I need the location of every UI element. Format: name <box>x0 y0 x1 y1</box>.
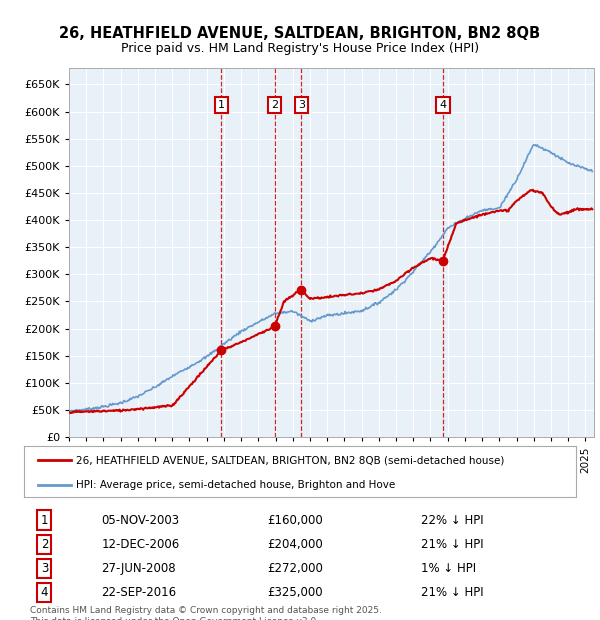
Text: 2: 2 <box>271 100 278 110</box>
Text: 4: 4 <box>41 586 48 599</box>
Text: 2: 2 <box>41 538 48 551</box>
Text: £204,000: £204,000 <box>267 538 323 551</box>
Text: 12-DEC-2006: 12-DEC-2006 <box>101 538 179 551</box>
Text: 27-JUN-2008: 27-JUN-2008 <box>101 562 176 575</box>
Text: 26, HEATHFIELD AVENUE, SALTDEAN, BRIGHTON, BN2 8QB (semi-detached house): 26, HEATHFIELD AVENUE, SALTDEAN, BRIGHTO… <box>76 455 505 465</box>
Text: 26, HEATHFIELD AVENUE, SALTDEAN, BRIGHTON, BN2 8QB: 26, HEATHFIELD AVENUE, SALTDEAN, BRIGHTO… <box>59 26 541 41</box>
Text: 1: 1 <box>41 514 48 527</box>
Text: 3: 3 <box>298 100 305 110</box>
Text: 22% ↓ HPI: 22% ↓ HPI <box>421 514 484 527</box>
Text: 4: 4 <box>439 100 446 110</box>
Text: £160,000: £160,000 <box>267 514 323 527</box>
Text: 22-SEP-2016: 22-SEP-2016 <box>101 586 176 599</box>
Text: HPI: Average price, semi-detached house, Brighton and Hove: HPI: Average price, semi-detached house,… <box>76 479 395 490</box>
Text: 21% ↓ HPI: 21% ↓ HPI <box>421 586 484 599</box>
Text: £272,000: £272,000 <box>267 562 323 575</box>
Text: Price paid vs. HM Land Registry's House Price Index (HPI): Price paid vs. HM Land Registry's House … <box>121 42 479 55</box>
Text: 21% ↓ HPI: 21% ↓ HPI <box>421 538 484 551</box>
Text: 05-NOV-2003: 05-NOV-2003 <box>101 514 179 527</box>
Text: £325,000: £325,000 <box>267 586 323 599</box>
Text: 3: 3 <box>41 562 48 575</box>
Text: 1: 1 <box>218 100 225 110</box>
Text: 1% ↓ HPI: 1% ↓ HPI <box>421 562 476 575</box>
Text: Contains HM Land Registry data © Crown copyright and database right 2025.
This d: Contains HM Land Registry data © Crown c… <box>30 606 382 620</box>
